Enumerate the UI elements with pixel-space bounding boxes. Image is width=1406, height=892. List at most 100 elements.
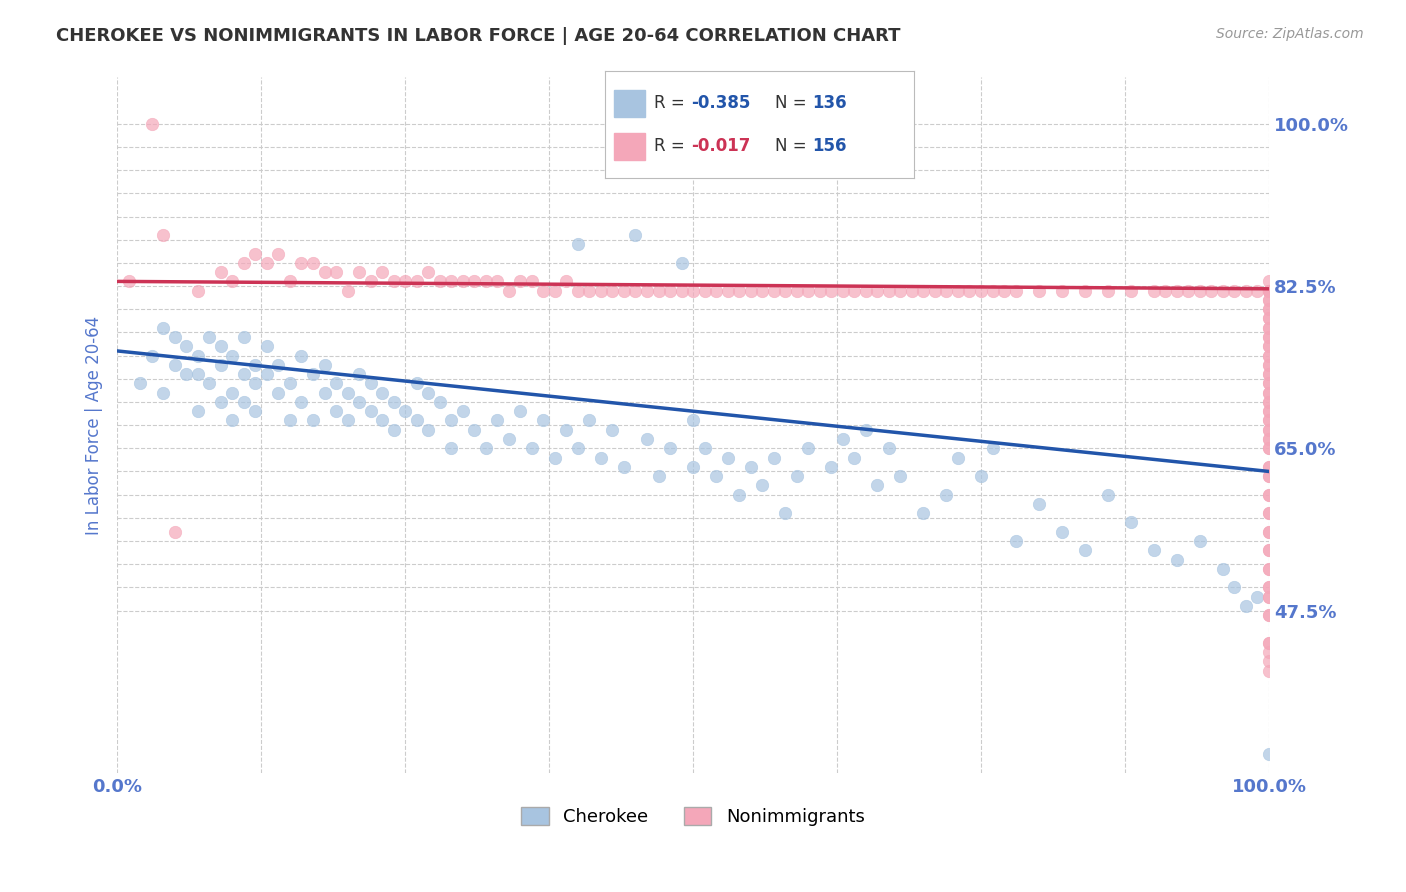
Point xyxy=(728,284,751,298)
Point xyxy=(602,284,624,298)
Point xyxy=(1258,442,1281,456)
Point xyxy=(474,274,496,288)
Point xyxy=(1212,562,1234,576)
Point xyxy=(347,367,370,381)
Point xyxy=(1258,432,1281,446)
Point xyxy=(1028,497,1050,511)
Bar xyxy=(614,133,645,160)
Point xyxy=(877,284,900,298)
Point xyxy=(429,274,451,288)
Point xyxy=(1258,645,1281,659)
Point xyxy=(613,459,636,474)
Point xyxy=(118,274,141,288)
Text: -0.385: -0.385 xyxy=(692,95,751,112)
Point xyxy=(382,423,405,437)
Point xyxy=(1258,442,1281,456)
Point xyxy=(198,376,221,391)
Point xyxy=(808,284,831,298)
Point xyxy=(141,349,163,363)
Point xyxy=(221,385,243,400)
Point xyxy=(946,284,969,298)
Text: N =: N = xyxy=(775,95,806,112)
Point xyxy=(855,423,877,437)
Point xyxy=(1258,580,1281,594)
Point xyxy=(1258,488,1281,502)
Point xyxy=(302,367,325,381)
Point xyxy=(394,404,416,418)
Point xyxy=(647,284,669,298)
Point xyxy=(717,284,740,298)
Point xyxy=(1166,552,1188,566)
Point xyxy=(325,404,347,418)
Text: R =: R = xyxy=(654,95,685,112)
Point xyxy=(152,228,174,243)
Point xyxy=(820,284,842,298)
Point xyxy=(544,284,567,298)
Point xyxy=(981,284,1004,298)
Point xyxy=(1258,413,1281,427)
Text: R =: R = xyxy=(654,137,685,155)
Point xyxy=(659,442,682,456)
Point xyxy=(946,450,969,465)
Point xyxy=(418,385,440,400)
Point xyxy=(1258,423,1281,437)
Point xyxy=(1246,284,1268,298)
Point xyxy=(221,349,243,363)
Point xyxy=(981,442,1004,456)
Point xyxy=(1258,349,1281,363)
Point xyxy=(1258,320,1281,334)
Point xyxy=(1258,404,1281,418)
Point xyxy=(498,432,520,446)
Point xyxy=(267,246,290,260)
Point xyxy=(1258,320,1281,334)
Text: Source: ZipAtlas.com: Source: ZipAtlas.com xyxy=(1216,27,1364,41)
Point xyxy=(786,284,808,298)
Point xyxy=(209,358,232,372)
Point xyxy=(278,376,301,391)
Y-axis label: In Labor Force | Age 20-64: In Labor Force | Age 20-64 xyxy=(86,316,103,534)
Point xyxy=(1177,284,1199,298)
Point xyxy=(1258,562,1281,576)
Point xyxy=(1258,488,1281,502)
Point xyxy=(831,284,853,298)
Point xyxy=(209,339,232,353)
Point xyxy=(1258,339,1281,353)
Point xyxy=(1258,562,1281,576)
Point xyxy=(1258,543,1281,558)
Point xyxy=(578,413,600,427)
Point xyxy=(382,395,405,409)
Point xyxy=(1166,284,1188,298)
Point xyxy=(1258,459,1281,474)
Point xyxy=(347,265,370,279)
Point xyxy=(1258,274,1281,288)
Point xyxy=(382,274,405,288)
Point xyxy=(336,385,359,400)
Point xyxy=(509,274,531,288)
Point xyxy=(360,376,382,391)
Point xyxy=(418,423,440,437)
Point xyxy=(232,367,254,381)
Point xyxy=(820,459,842,474)
Point xyxy=(314,385,336,400)
Point xyxy=(1258,311,1281,326)
Point xyxy=(682,413,704,427)
Point xyxy=(1028,284,1050,298)
Point xyxy=(1258,580,1281,594)
Point xyxy=(647,469,669,483)
Point xyxy=(1258,636,1281,650)
Point xyxy=(163,358,186,372)
Point xyxy=(1258,284,1281,298)
Point xyxy=(163,330,186,344)
Point xyxy=(1223,580,1246,594)
Point xyxy=(267,358,290,372)
Point xyxy=(889,469,911,483)
Point xyxy=(245,404,267,418)
Point xyxy=(336,413,359,427)
Point xyxy=(704,469,727,483)
Point xyxy=(1258,284,1281,298)
Point xyxy=(855,284,877,298)
Point xyxy=(394,274,416,288)
Point xyxy=(347,395,370,409)
Point xyxy=(1097,488,1119,502)
Point xyxy=(866,478,889,492)
